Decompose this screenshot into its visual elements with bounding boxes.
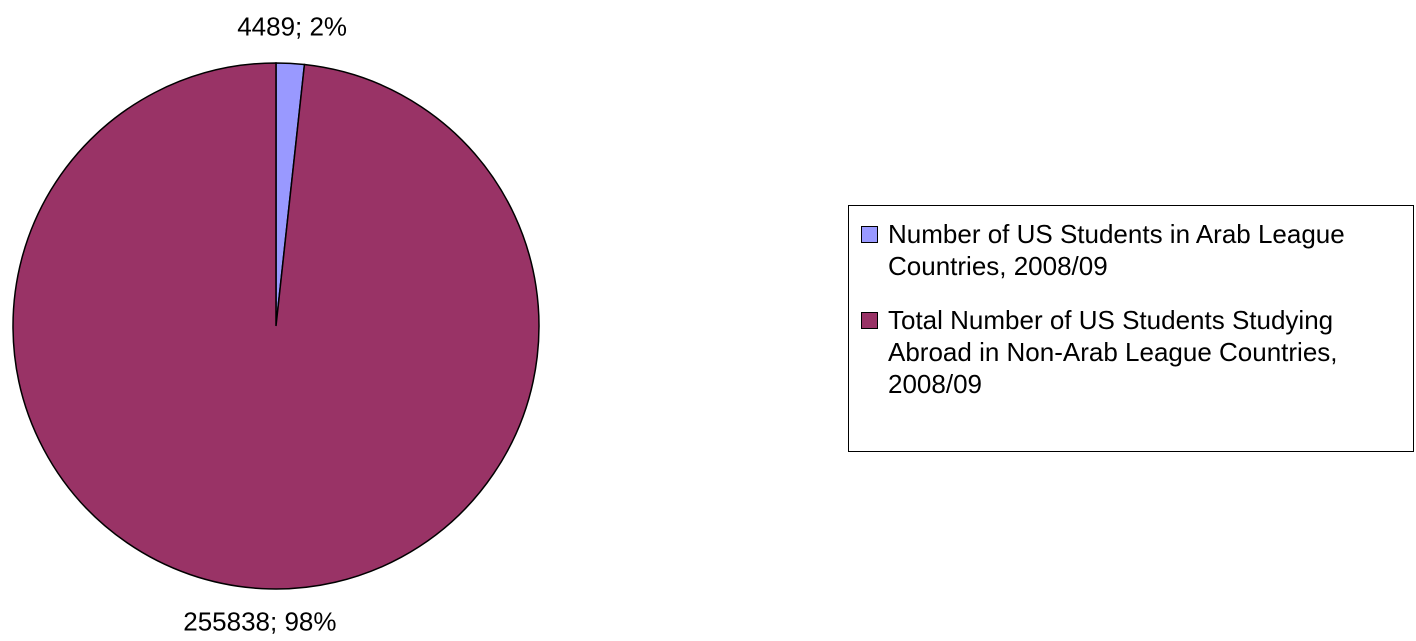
legend-entry: Number of US Students in Arab League Cou… [861,218,1413,282]
legend-label: Number of US Students in Arab League Cou… [888,219,1345,281]
legend-entry: Total Number of US Students Studying Abr… [861,304,1413,400]
legend-label: Total Number of US Students Studying Abr… [888,305,1338,399]
legend-swatch [861,226,878,243]
legend-swatch [861,312,878,329]
data-label: 255838; 98% [183,606,336,636]
pie-slice [12,62,540,590]
data-label: 4489; 2% [237,11,347,41]
legend: Number of US Students in Arab League Cou… [848,205,1414,452]
